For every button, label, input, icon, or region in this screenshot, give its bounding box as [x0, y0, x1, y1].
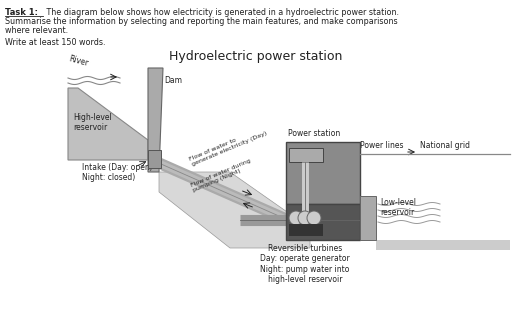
Bar — [286, 204, 360, 240]
Text: Intake (Day: open,
Night: closed): Intake (Day: open, Night: closed) — [82, 163, 152, 182]
Bar — [289, 148, 323, 162]
Circle shape — [307, 211, 321, 225]
Text: Generator: Generator — [290, 148, 321, 153]
Text: River: River — [68, 54, 90, 68]
Text: Low-level
reservoir: Low-level reservoir — [380, 198, 416, 217]
Polygon shape — [68, 88, 148, 160]
Text: The diagram below shows how electricity is generated in a hydroelectric power st: The diagram below shows how electricity … — [44, 8, 399, 17]
Circle shape — [289, 211, 303, 225]
Text: Task 1:: Task 1: — [5, 8, 38, 17]
Text: National grid: National grid — [420, 141, 470, 150]
Text: Reversible turbines
Day: operate generator
Night: pump water into
high-level res: Reversible turbines Day: operate generat… — [260, 244, 350, 284]
Polygon shape — [360, 196, 376, 240]
Text: Summarise the information by selecting and reporting the main features, and make: Summarise the information by selecting a… — [5, 17, 398, 26]
Polygon shape — [376, 240, 510, 250]
Bar — [148, 150, 161, 168]
Circle shape — [298, 211, 312, 225]
Bar — [286, 142, 360, 204]
Text: Write at least 150 words.: Write at least 150 words. — [5, 38, 105, 47]
Bar — [289, 224, 323, 236]
Text: Flow of water to
generate electricity (Day): Flow of water to generate electricity (D… — [189, 125, 268, 167]
Text: (Day): (Day) — [318, 200, 338, 206]
Polygon shape — [159, 172, 310, 248]
Text: Power lines: Power lines — [360, 141, 403, 150]
Text: Hydroelectric power station: Hydroelectric power station — [169, 50, 343, 63]
Text: Flow of water during
pumping (Night): Flow of water during pumping (Night) — [190, 158, 254, 193]
Text: High-level
reservoir: High-level reservoir — [73, 113, 112, 132]
Polygon shape — [148, 68, 163, 172]
Text: where relevant.: where relevant. — [5, 26, 68, 35]
Text: Power station: Power station — [288, 129, 340, 138]
Text: (Night): (Night) — [293, 225, 318, 232]
Text: Dam: Dam — [164, 76, 182, 85]
